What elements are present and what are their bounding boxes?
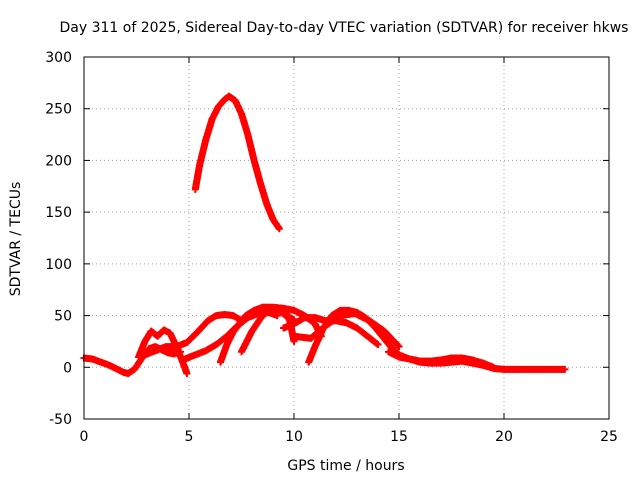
series-arc-13 [395,351,497,371]
data-point [374,341,382,349]
y-axis-label: SDTVAR / TECUs [8,182,24,297]
x-tick-label: 25 [600,429,618,445]
y-tick-label: 300 [45,50,72,66]
y-tick-label: 0 [63,360,72,376]
y-tick-label: 200 [45,153,72,169]
y-tick-label: 100 [45,257,72,273]
x-tick-label: 20 [495,429,513,445]
y-tick-label: 250 [45,102,72,118]
x-axis-label: GPS time / hours [287,458,404,474]
x-tick-label: 10 [285,429,303,445]
series-arc-4 [141,311,245,359]
plot-frame [83,56,610,420]
x-tick-label: 15 [390,429,408,445]
chart-title: Day 311 of 2025, Sidereal Day-to-day VTE… [60,20,629,36]
series-arc-3 [135,326,191,377]
x-tick-label: 0 [80,429,89,445]
axis-ticks: 0 5 10 15 20 25 -50 0 50 100 150 200 250 300 [45,50,618,445]
y-tick-label: 150 [45,205,72,221]
data-point [561,365,569,373]
data-series [80,92,569,377]
data-point [490,363,497,371]
x-tick-label: 5 [185,429,194,445]
series-arc-11 [290,310,403,351]
y-tick-label: 50 [54,309,72,325]
gridlines [84,57,609,419]
series-arc-1 [191,92,283,233]
data-point [275,225,283,233]
data-point [395,343,403,351]
data-point [183,369,191,377]
y-tick-label: -50 [49,412,72,428]
